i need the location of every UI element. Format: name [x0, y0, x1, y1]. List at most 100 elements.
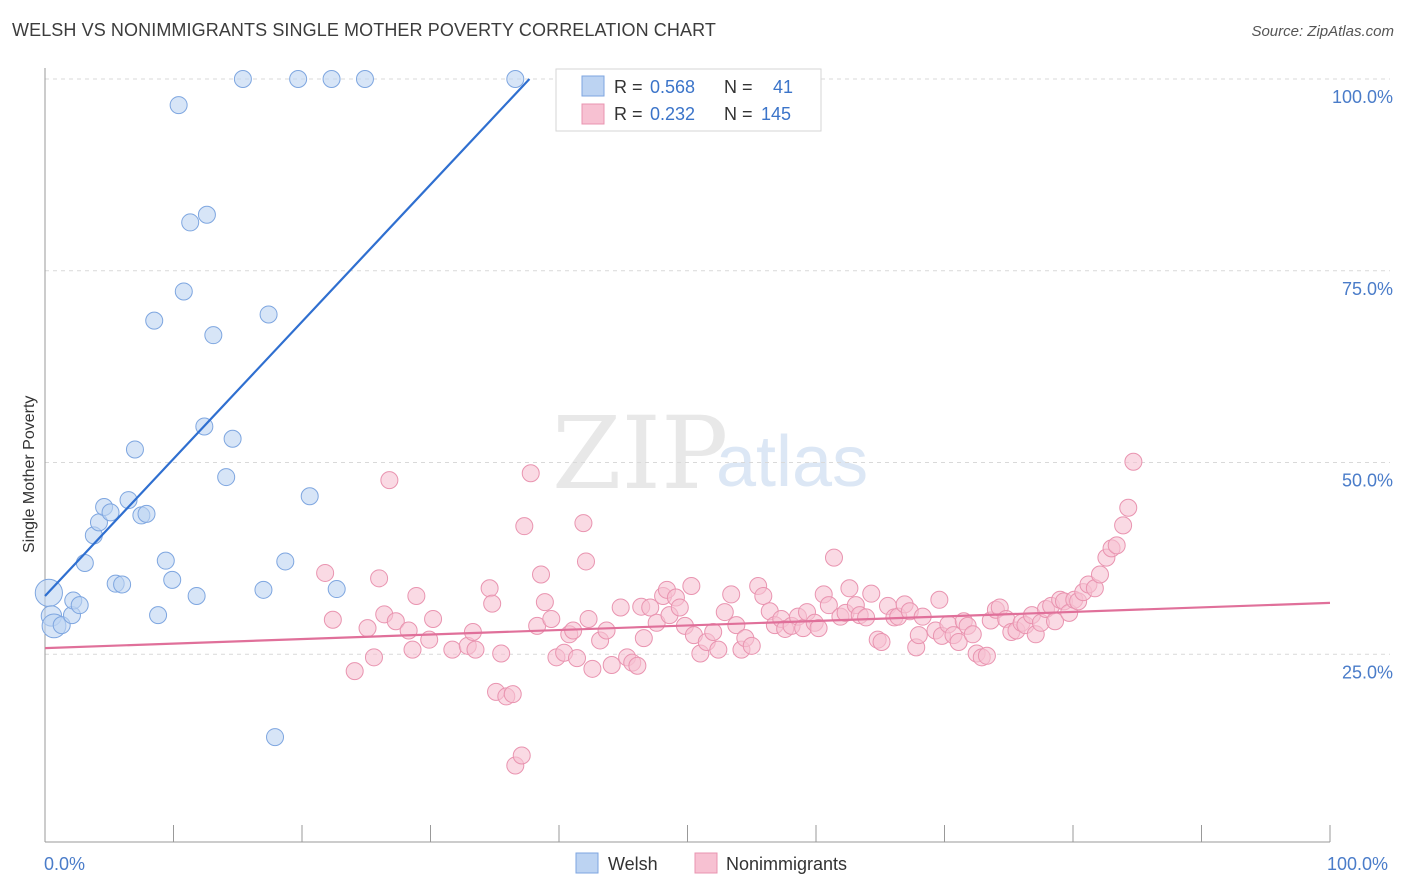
nonimmigrants-point [862, 584, 881, 603]
nonimmigrants-point [602, 655, 621, 674]
nonimmigrants-point [709, 640, 728, 659]
welsh-point [174, 282, 193, 301]
nonimmigrants-point [583, 659, 602, 678]
nonimmigrants-point [567, 649, 586, 668]
nonimmigrants-point [443, 640, 462, 659]
gridlines [45, 78, 1390, 655]
welsh-point [355, 70, 374, 88]
welsh-point [145, 311, 164, 330]
nonimmigrants-point [515, 517, 534, 536]
y-ticks: 25.0% 50.0% 75.0% 100.0% [1332, 87, 1393, 682]
y-tick-label-75: 75.0% [1342, 279, 1393, 299]
legend-swatch-welsh [581, 75, 605, 97]
y-tick-label-100: 100.0% [1332, 87, 1393, 107]
welsh-point [300, 487, 319, 506]
legend: R = 0.568 N = 41 R = 0.232 N = 145 [555, 68, 822, 132]
nonimmigrants-point [949, 632, 968, 651]
legend-n-value-welsh: 41 [773, 77, 793, 97]
watermark-zip: ZIP [552, 395, 728, 512]
nonimmigrants-point [492, 644, 511, 663]
nonimmigrants-point [403, 640, 422, 659]
x-tick-label-100: 100.0% [1327, 854, 1388, 874]
welsh-point [217, 468, 236, 487]
source-label: Source: ZipAtlas.com [1251, 23, 1394, 40]
welsh-point [276, 552, 295, 571]
welsh-point [223, 429, 242, 448]
nonimmigrants-point [722, 585, 741, 604]
nonimmigrants-point [742, 636, 761, 655]
nonimmigrants-point [597, 621, 616, 640]
nonimmigrants-point [628, 656, 647, 675]
nonimmigrants-point [370, 569, 389, 588]
welsh-point [156, 551, 175, 570]
nonimmigrants-point [466, 640, 485, 659]
nonimmigrants-point [424, 609, 443, 628]
welsh-point [181, 213, 200, 232]
nonimmigrants-trend-line [44, 601, 1331, 650]
chart-title: WELSH VS NONIMMIGRANTS SINGLE MOTHER POV… [12, 20, 716, 40]
welsh-point [204, 326, 223, 345]
nonimmigrants-point [483, 594, 502, 613]
welsh-point [187, 586, 206, 605]
nonimmigrants-point [532, 565, 551, 584]
nonimmigrants-point [670, 598, 689, 617]
nonimmigrants-point [963, 625, 982, 644]
nonimmigrants-point [930, 590, 949, 609]
welsh-point [327, 580, 346, 599]
welsh-point [266, 728, 285, 747]
nonimmigrants-point [407, 586, 426, 605]
welsh-trend-line [44, 78, 531, 597]
legend-r-label-nonimmigrants: R = [614, 104, 643, 124]
welsh-point [322, 70, 341, 88]
y-tick-label-50: 50.0% [1342, 471, 1393, 491]
nonimmigrants-point [857, 608, 876, 627]
legend-r-label-welsh: R = [614, 77, 643, 97]
nonimmigrants-point [386, 612, 405, 631]
nonimmigrants-point [574, 514, 593, 533]
y-tick-label-25: 25.0% [1342, 662, 1393, 682]
welsh-point [137, 504, 156, 523]
nonimmigrants-point [840, 579, 859, 598]
nonimmigrants-point [634, 629, 653, 648]
legend-n-label-nonimmigrants: N = [724, 104, 753, 124]
nonimmigrants-point [535, 593, 554, 612]
nonimmigrants-point [704, 623, 723, 642]
nonimmigrants-point [754, 586, 773, 605]
nonimmigrants-point [542, 609, 561, 628]
legend-r-value-nonimmigrants: 0.232 [650, 104, 695, 124]
nonimmigrants-point [715, 603, 734, 622]
welsh-point [506, 70, 525, 88]
bottom-legend-swatch-welsh [575, 852, 599, 874]
nonimmigrants-point [611, 598, 630, 617]
nonimmigrants-point [1124, 452, 1143, 471]
y-axis-label: Single Mother Poverty [21, 396, 38, 553]
x-tick-label-0: 0.0% [44, 854, 85, 874]
nonimmigrants-point [1114, 516, 1133, 535]
bottom-legend-nonimmigrants: Nonimmigrants [726, 854, 847, 874]
nonimmigrants-point [323, 610, 342, 629]
welsh-point [149, 606, 168, 625]
nonimmigrants-point [819, 596, 838, 615]
x-ticks [44, 825, 1331, 842]
welsh-point [169, 96, 188, 115]
bottom-legend-swatch-nonimmigrants [694, 852, 718, 874]
legend-n-value-nonimmigrants: 145 [761, 104, 791, 124]
legend-swatch-nonimmigrants [581, 103, 605, 125]
nonimmigrants-point [977, 646, 996, 665]
nonimmigrants-point [909, 626, 928, 645]
nonimmigrants-point [579, 609, 598, 628]
bottom-legend-welsh: Welsh [608, 854, 658, 874]
welsh-point [163, 570, 182, 589]
welsh-point [113, 575, 132, 594]
nonimmigrants-point [480, 579, 499, 598]
nonimmigrants-point [358, 619, 377, 638]
nonimmigrants-point [345, 662, 364, 681]
nonimmigrants-point [641, 598, 660, 617]
nonimmigrants-point [872, 632, 891, 651]
welsh-point [233, 70, 252, 88]
legend-n-label-welsh: N = [724, 77, 753, 97]
nonimmigrants-point [364, 648, 383, 667]
welsh-point [289, 70, 308, 88]
welsh-point [259, 305, 278, 324]
